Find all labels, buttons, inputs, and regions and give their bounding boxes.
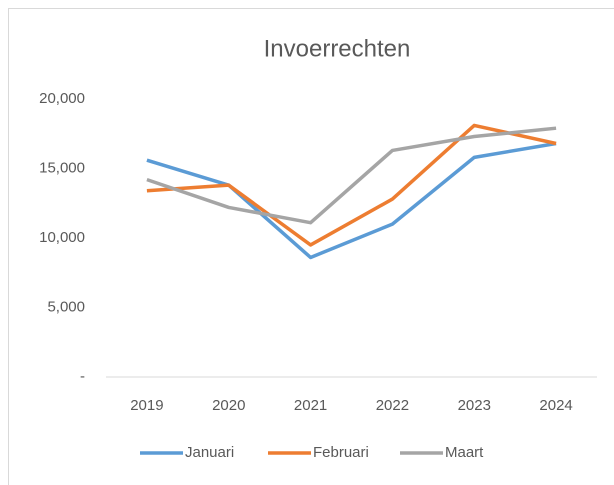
x-tick-label: 2020 — [212, 397, 245, 414]
x-tick-label: 2023 — [458, 397, 491, 414]
x-tick-label: 2024 — [539, 397, 572, 414]
legend-label: Februari — [313, 444, 369, 461]
legend-label: Januari — [185, 444, 234, 461]
series-line — [146, 141, 557, 260]
y-tick-label: 20,000 — [39, 90, 85, 107]
chart-title: Invoerrechten — [264, 35, 411, 62]
x-tick-label: 2019 — [130, 397, 163, 414]
series-line — [146, 126, 557, 225]
x-tick-label: 2021 — [294, 397, 327, 414]
x-tick-label: 2022 — [376, 397, 409, 414]
y-tick-label: 10,000 — [39, 229, 85, 246]
y-tick-label: 15,000 — [39, 159, 85, 176]
chart-frame — [8, 8, 614, 485]
y-tick-label: 5,000 — [47, 298, 85, 315]
y-tick-label: - — [80, 368, 85, 385]
series-line — [146, 123, 557, 247]
legend-label: Maart — [445, 444, 484, 461]
